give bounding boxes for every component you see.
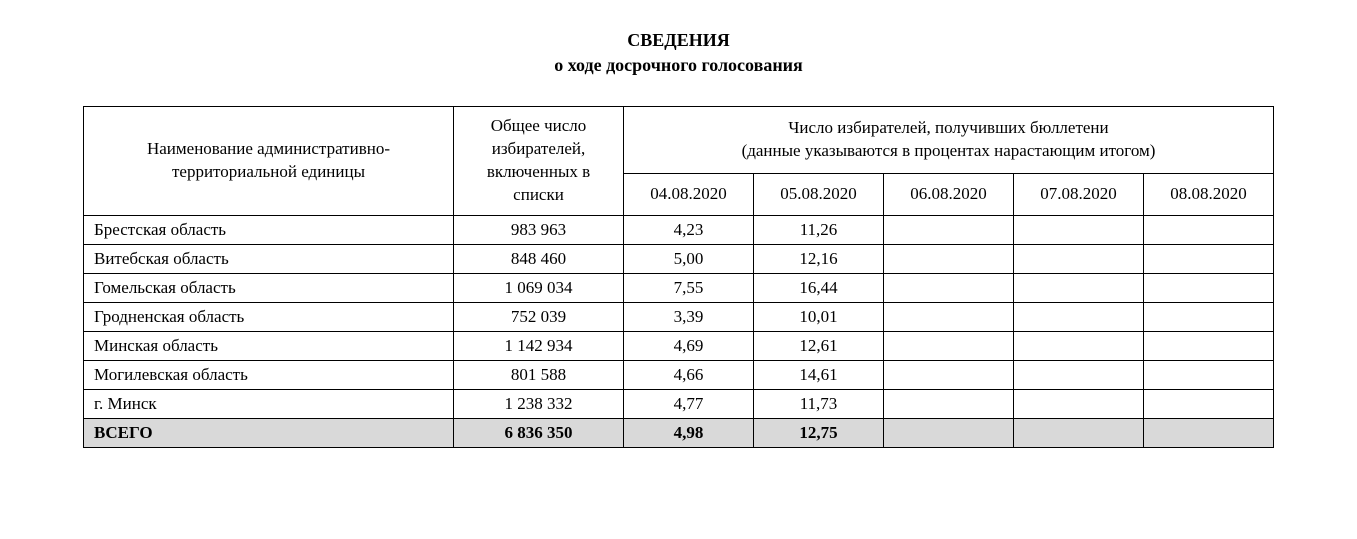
- table-row: Витебская область 848 460 5,00 12,16: [84, 244, 1274, 273]
- bulletin-header-line-2: (данные указываются в процентах нарастаю…: [742, 141, 1156, 160]
- cell-d3: [1014, 360, 1144, 389]
- col-header-date-1: 05.08.2020: [754, 173, 884, 215]
- cell-d4: [1144, 244, 1274, 273]
- cell-total-sum: 6 836 350: [454, 418, 624, 447]
- cell-d2: [884, 302, 1014, 331]
- cell-d4: [1144, 273, 1274, 302]
- col-header-total: Общее число избирателей, включенных в сп…: [454, 107, 624, 216]
- cell-region: г. Минск: [84, 389, 454, 418]
- col-header-date-2: 06.08.2020: [884, 173, 1014, 215]
- document-page: СВЕДЕНИЯ о ходе досрочного голосования Н…: [0, 30, 1357, 448]
- cell-d1: 11,26: [754, 215, 884, 244]
- cell-total-label: ВСЕГО: [84, 418, 454, 447]
- table-row: Гродненская область 752 039 3,39 10,01: [84, 302, 1274, 331]
- cell-d1: 14,61: [754, 360, 884, 389]
- cell-d0: 7,55: [624, 273, 754, 302]
- cell-d1: 10,01: [754, 302, 884, 331]
- cell-d0: 4,69: [624, 331, 754, 360]
- cell-total: 1 238 332: [454, 389, 624, 418]
- cell-d3: [1014, 389, 1144, 418]
- cell-d1: 12,16: [754, 244, 884, 273]
- table-body: Брестская область 983 963 4,23 11,26 Вит…: [84, 215, 1274, 447]
- col-header-date-0: 04.08.2020: [624, 173, 754, 215]
- cell-d2: [884, 273, 1014, 302]
- cell-d4: [1144, 331, 1274, 360]
- table-header-row-1: Наименование административно-территориал…: [84, 107, 1274, 174]
- table-header: Наименование административно-территориал…: [84, 107, 1274, 216]
- table-row: Брестская область 983 963 4,23 11,26: [84, 215, 1274, 244]
- cell-d0: 3,39: [624, 302, 754, 331]
- table-row: Могилевская область 801 588 4,66 14,61: [84, 360, 1274, 389]
- cell-d4: [1144, 215, 1274, 244]
- title-line-1: СВЕДЕНИЯ: [0, 30, 1357, 51]
- cell-total: 983 963: [454, 215, 624, 244]
- title-line-2: о ходе досрочного голосования: [0, 55, 1357, 76]
- cell-region: Брестская область: [84, 215, 454, 244]
- table-total-row: ВСЕГО 6 836 350 4,98 12,75: [84, 418, 1274, 447]
- cell-total: 848 460: [454, 244, 624, 273]
- cell-region: Минская область: [84, 331, 454, 360]
- cell-region: Гомельская область: [84, 273, 454, 302]
- table-row: г. Минск 1 238 332 4,77 11,73: [84, 389, 1274, 418]
- cell-region: Могилевская область: [84, 360, 454, 389]
- col-header-region: Наименование административно-территориал…: [84, 107, 454, 216]
- cell-d2: [884, 389, 1014, 418]
- cell-d2: [884, 215, 1014, 244]
- cell-total-d2: [884, 418, 1014, 447]
- cell-d1: 16,44: [754, 273, 884, 302]
- cell-d3: [1014, 331, 1144, 360]
- table-row: Минская область 1 142 934 4,69 12,61: [84, 331, 1274, 360]
- voting-table: Наименование административно-территориал…: [83, 106, 1274, 448]
- table-row: Гомельская область 1 069 034 7,55 16,44: [84, 273, 1274, 302]
- cell-d3: [1014, 215, 1144, 244]
- cell-d3: [1014, 244, 1144, 273]
- cell-d4: [1144, 389, 1274, 418]
- cell-total: 1 069 034: [454, 273, 624, 302]
- cell-d2: [884, 244, 1014, 273]
- col-header-date-4: 08.08.2020: [1144, 173, 1274, 215]
- cell-region: Витебская область: [84, 244, 454, 273]
- cell-total: 1 142 934: [454, 331, 624, 360]
- cell-total-d4: [1144, 418, 1274, 447]
- cell-d2: [884, 331, 1014, 360]
- cell-total: 752 039: [454, 302, 624, 331]
- cell-d0: 4,23: [624, 215, 754, 244]
- cell-d1: 11,73: [754, 389, 884, 418]
- cell-d2: [884, 360, 1014, 389]
- cell-total-d1: 12,75: [754, 418, 884, 447]
- cell-total-d3: [1014, 418, 1144, 447]
- cell-d3: [1014, 273, 1144, 302]
- cell-total-d0: 4,98: [624, 418, 754, 447]
- col-header-date-3: 07.08.2020: [1014, 173, 1144, 215]
- cell-total: 801 588: [454, 360, 624, 389]
- cell-d1: 12,61: [754, 331, 884, 360]
- cell-d0: 4,77: [624, 389, 754, 418]
- title-block: СВЕДЕНИЯ о ходе досрочного голосования: [0, 30, 1357, 76]
- cell-d0: 5,00: [624, 244, 754, 273]
- bulletin-header-line-1: Число избирателей, получивших бюллетени: [788, 118, 1108, 137]
- col-header-bulletins: Число избирателей, получивших бюллетени …: [624, 107, 1274, 174]
- cell-region: Гродненская область: [84, 302, 454, 331]
- cell-d0: 4,66: [624, 360, 754, 389]
- cell-d4: [1144, 302, 1274, 331]
- cell-d4: [1144, 360, 1274, 389]
- cell-d3: [1014, 302, 1144, 331]
